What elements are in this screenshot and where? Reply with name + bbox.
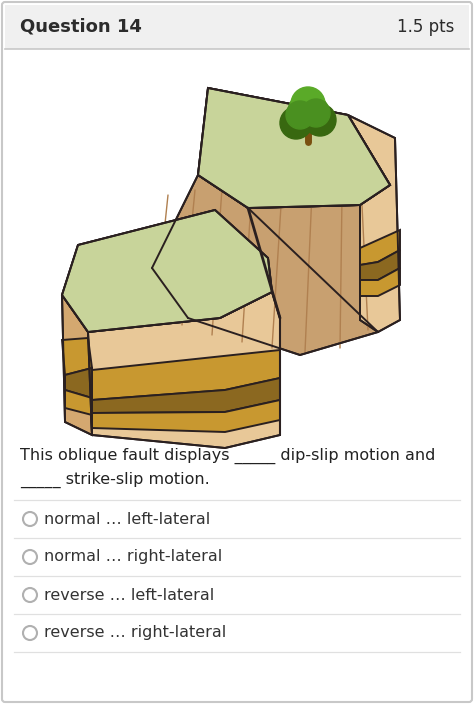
Polygon shape xyxy=(62,295,92,435)
Polygon shape xyxy=(152,175,378,355)
Polygon shape xyxy=(92,378,280,413)
Polygon shape xyxy=(92,350,280,400)
Polygon shape xyxy=(92,400,280,432)
Text: reverse … left-lateral: reverse … left-lateral xyxy=(44,588,214,603)
Text: This oblique fault displays _____ dip-slip motion and: This oblique fault displays _____ dip-sl… xyxy=(20,448,436,464)
Text: reverse … right-lateral: reverse … right-lateral xyxy=(44,625,226,641)
Polygon shape xyxy=(348,115,400,332)
Text: normal … right-lateral: normal … right-lateral xyxy=(44,550,222,565)
Circle shape xyxy=(280,107,312,139)
Polygon shape xyxy=(360,250,400,280)
Circle shape xyxy=(286,101,314,129)
Polygon shape xyxy=(360,268,400,296)
Text: Question 14: Question 14 xyxy=(20,18,142,36)
Polygon shape xyxy=(88,292,280,448)
Bar xyxy=(5,5,469,49)
Circle shape xyxy=(291,87,325,121)
Polygon shape xyxy=(62,210,272,332)
Polygon shape xyxy=(198,88,390,208)
Text: _____ strike-slip motion.: _____ strike-slip motion. xyxy=(20,472,210,488)
Polygon shape xyxy=(198,88,390,208)
Polygon shape xyxy=(62,210,272,332)
Circle shape xyxy=(304,104,336,136)
Polygon shape xyxy=(198,88,390,208)
Polygon shape xyxy=(65,368,92,398)
Polygon shape xyxy=(360,230,400,265)
Text: 1.5 pts: 1.5 pts xyxy=(397,18,454,36)
Text: normal … left-lateral: normal … left-lateral xyxy=(44,512,210,527)
Polygon shape xyxy=(65,390,92,415)
Polygon shape xyxy=(62,338,92,375)
Circle shape xyxy=(302,99,330,127)
Circle shape xyxy=(288,92,328,132)
